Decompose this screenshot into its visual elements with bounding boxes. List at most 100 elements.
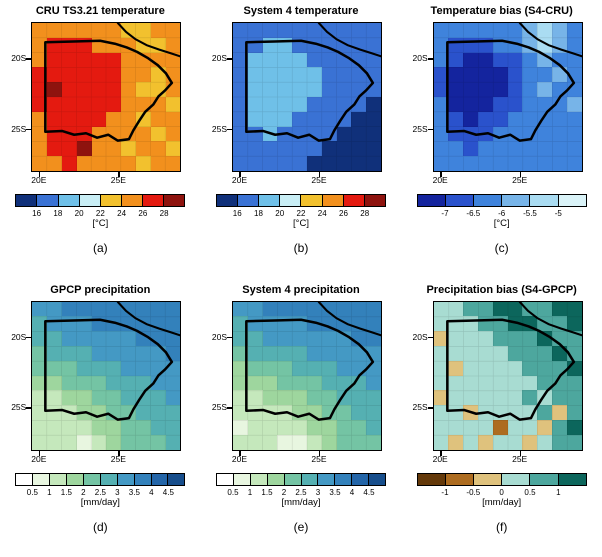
grid-cell: [321, 111, 337, 127]
grid-cell: [522, 345, 538, 361]
colorbar-tick-label: 3.5: [329, 487, 341, 497]
grid-cell: [61, 156, 77, 171]
grid-cell: [448, 345, 464, 361]
grid-cell: [32, 23, 48, 38]
grid-cell: [232, 141, 248, 157]
grid-cell: [478, 23, 493, 38]
grid-cell: [522, 434, 538, 450]
grid-cell: [566, 23, 582, 38]
grid-cell: [91, 23, 107, 38]
grid-cell: [47, 301, 62, 317]
grid-cell: [262, 82, 278, 97]
grid-cell: [106, 360, 122, 376]
grid-cell: [121, 434, 136, 450]
colorbar-segment: [417, 195, 446, 206]
grid-cell: [522, 360, 538, 376]
grid-cell: [552, 390, 567, 406]
grid-cell: [106, 331, 122, 346]
grid-cell: [366, 111, 381, 127]
grid-cell: [537, 360, 553, 376]
grid-cell: [292, 126, 307, 142]
grid-cell: [135, 301, 151, 317]
grid-cell: [106, 156, 122, 171]
grid-cell: [150, 375, 166, 391]
grid-cell: [478, 331, 493, 346]
grid-cell: [32, 405, 48, 420]
colorbar-tick-label: 24: [317, 209, 327, 218]
grid-cell: [247, 67, 263, 83]
lat-tick-label: 20S: [11, 331, 27, 342]
grid-cell: [32, 67, 48, 83]
colorbar-tick-label: 4.5: [363, 487, 375, 497]
grid-cell: [91, 111, 107, 127]
grid-cell: [321, 67, 337, 83]
grid-cell: [566, 434, 582, 450]
grid-cell: [121, 405, 136, 420]
grid-cell: [262, 345, 278, 361]
colorbar-segment: [445, 195, 474, 206]
grid-cell: [135, 67, 151, 83]
grid-cell: [165, 345, 181, 361]
grid-cell: [492, 360, 508, 376]
grid-cell: [463, 316, 479, 332]
grid-cell: [91, 405, 107, 420]
grid-cell: [433, 405, 449, 420]
lat-tick-label: 25S: [412, 401, 428, 412]
lat-tick-mark: [427, 336, 433, 338]
grid-cell: [492, 141, 508, 157]
grid-cell: [448, 301, 464, 317]
colorbar-segment: [335, 473, 353, 485]
grid-cell: [336, 67, 352, 83]
grid-cell: [135, 141, 151, 157]
grid-cell: [478, 301, 493, 317]
grid-cell: [537, 52, 553, 68]
grid-cell: [321, 141, 337, 157]
grid-cell: [61, 97, 77, 112]
grid-cell: [478, 405, 493, 420]
colorbar-ticks: -1 -0.5 0 0.5 1: [417, 486, 587, 497]
grid-cell: [522, 82, 538, 97]
colorbar-segment: [164, 195, 185, 206]
grid-cell: [262, 156, 278, 171]
grid-cell: [121, 111, 136, 127]
grid-cell: [507, 360, 523, 376]
lon-tick-mark: [318, 172, 321, 177]
grid-cell: [121, 419, 136, 435]
panel-letter: (c): [494, 241, 509, 255]
grid-cell: [492, 23, 508, 38]
grid-cell: [121, 390, 136, 406]
colorbar: [416, 194, 587, 207]
colorbar-tick-label: 2.5: [94, 487, 106, 497]
grid-cell: [478, 316, 493, 332]
grid-cell: [135, 390, 151, 406]
grid-cell: [262, 331, 278, 346]
grid-cell: [292, 52, 307, 68]
grid-cell: [433, 111, 449, 127]
grid-cell: [366, 82, 381, 97]
grid-cell: [76, 82, 92, 97]
colorbar-ticks: 0.5 1 1.5 2 2.5 3 3.5 4 4.5: [15, 486, 185, 497]
grid-cell: [91, 419, 107, 435]
colorbar-segment: [67, 473, 84, 485]
grid-cell: [463, 345, 479, 361]
grid-cell: [522, 141, 538, 157]
colorbar-segment: [284, 473, 302, 485]
lon-tick-label: 25E: [512, 175, 528, 185]
grid-cell: [32, 301, 48, 317]
grid-cell: [47, 67, 62, 83]
grid-cell: [61, 345, 77, 361]
grid-cell: [507, 97, 523, 112]
colorbar-tick-label: 0.5: [227, 487, 239, 497]
grid-cell: [321, 301, 337, 317]
grid-cell: [336, 37, 352, 53]
grid-cell: [91, 156, 107, 171]
grid-cell: [135, 82, 151, 97]
grid-cell: [47, 360, 62, 376]
grid-cell: [351, 156, 367, 171]
grid-cell: [552, 23, 567, 38]
grid-cell: [121, 23, 136, 38]
grid-cell: [32, 434, 48, 450]
grid-cell: [247, 345, 263, 361]
grid-cell: [306, 156, 322, 171]
grid-cell: [91, 37, 107, 53]
